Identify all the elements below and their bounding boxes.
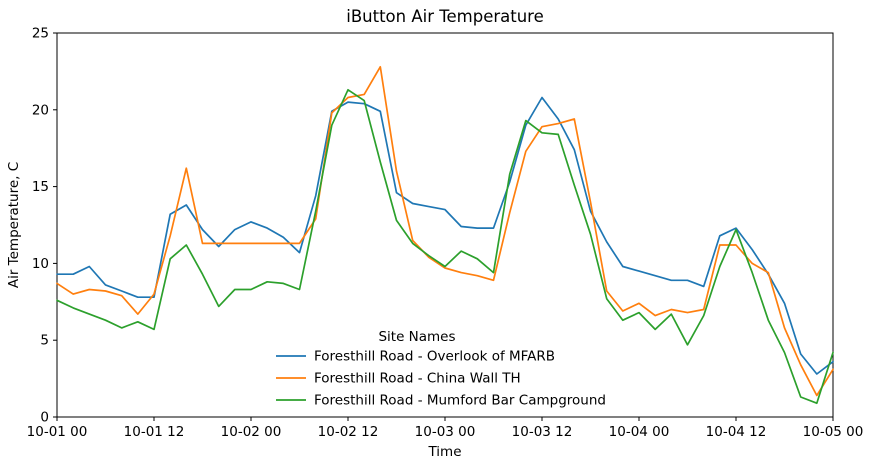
- series-line: [56, 65, 834, 397]
- x-tick-label: 10-05 00: [803, 424, 864, 440]
- x-tick-label: 10-01 12: [124, 424, 185, 440]
- legend: Site Names Foresthill Road - Overlook of …: [276, 329, 606, 409]
- series-line: [56, 88, 834, 405]
- y-tick-label: 25: [32, 26, 49, 42]
- axes: 0 5 10 15 20 25 10-01 00 10-01 12 10-02 00 10-02 …: [27, 26, 864, 441]
- x-tick-label: 10-03 12: [512, 424, 573, 440]
- x-tick-label: 10-04 00: [609, 424, 670, 440]
- chart-title: iButton Air Temperature: [346, 7, 544, 26]
- x-tick-label: 10-02 00: [221, 424, 282, 440]
- legend-item-label: Foresthill Road - Overlook of MFARB: [314, 349, 555, 365]
- data-series: [56, 65, 834, 405]
- y-axis-label: Air Temperature, C: [6, 162, 22, 288]
- legend-item-label: Foresthill Road - Mumford Bar Campground: [314, 393, 606, 409]
- x-axis-label: Time: [427, 444, 461, 460]
- x-tick-label: 10-01 00: [27, 424, 88, 440]
- x-tick-label: 10-03 00: [415, 424, 476, 440]
- y-tick-label: 10: [32, 256, 49, 272]
- legend-item-label: Foresthill Road - China Wall TH: [314, 371, 521, 387]
- x-tick-label: 10-02 12: [318, 424, 379, 440]
- y-tick-label: 5: [40, 333, 49, 349]
- y-tick-label: 20: [32, 102, 49, 118]
- x-tick-label: 10-04 12: [706, 424, 767, 440]
- y-tick-label: 15: [32, 179, 49, 195]
- y-tick-label: 0: [40, 410, 49, 426]
- series-line: [56, 96, 834, 375]
- legend-title: Site Names: [378, 329, 455, 345]
